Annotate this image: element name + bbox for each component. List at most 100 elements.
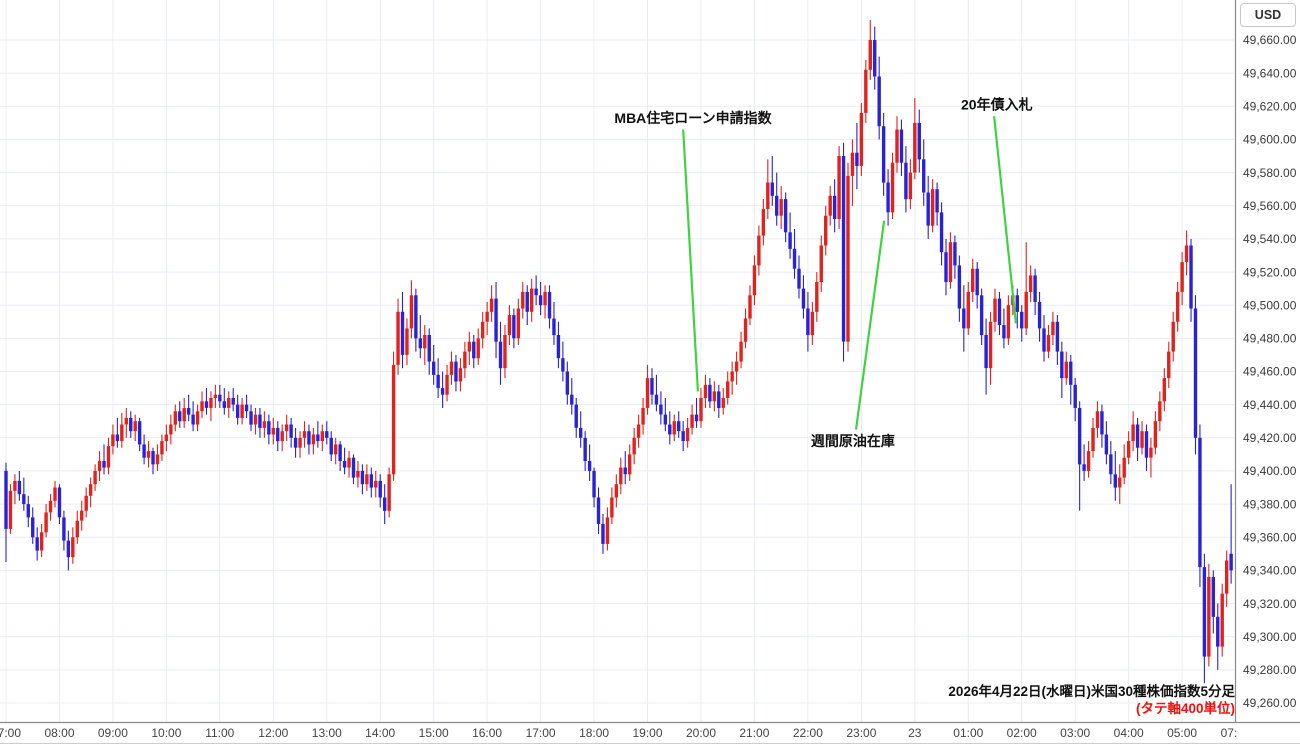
candle: [797, 255, 801, 299]
candle: [1109, 441, 1113, 485]
candle: [516, 298, 521, 345]
candle: [218, 384, 222, 408]
axis-unit-label: USD: [1254, 8, 1282, 22]
candle: [739, 331, 743, 369]
x-axis-label: 08:00: [44, 726, 74, 740]
candle: [1002, 308, 1006, 349]
candle: [347, 451, 351, 478]
candle: [899, 119, 904, 176]
candle: [1175, 282, 1180, 332]
candle: [178, 401, 182, 428]
annotation-text: 20年債入札: [961, 97, 1033, 113]
candle: [503, 325, 507, 379]
candle: [1037, 291, 1042, 342]
candle: [846, 162, 850, 352]
candle: [1104, 421, 1109, 465]
candle: [1100, 404, 1104, 448]
candle: [62, 510, 66, 551]
candle: [1028, 265, 1033, 302]
x-axis-label: 18:00: [579, 726, 609, 740]
candle: [632, 427, 636, 465]
candle: [423, 325, 427, 365]
candle: [792, 229, 797, 279]
x-axis-label: 07:00: [0, 726, 21, 740]
y-axis-label: 49,500.00: [1243, 298, 1297, 312]
candle: [610, 487, 614, 524]
candle: [944, 238, 948, 296]
candle: [160, 434, 164, 461]
candle: [775, 172, 779, 226]
candle: [276, 421, 280, 452]
candle: [378, 474, 382, 508]
candle: [325, 421, 329, 445]
candle: [677, 411, 681, 438]
candle: [623, 451, 627, 485]
candle: [4, 462, 8, 563]
candle: [1189, 238, 1193, 322]
y-axis-label: 49,540.00: [1243, 232, 1297, 246]
candle: [801, 275, 806, 319]
candle: [529, 278, 534, 322]
candle: [209, 391, 213, 422]
candle: [1198, 424, 1202, 587]
x-axis-label: 12:00: [258, 726, 288, 740]
candle: [694, 398, 699, 428]
x-axis-label: 22:00: [793, 726, 823, 740]
candle: [596, 487, 601, 534]
candle: [721, 388, 725, 415]
price-axis-unit-badge: USD: [1240, 3, 1296, 27]
candle: [1042, 315, 1046, 362]
candle: [342, 447, 347, 475]
x-axis-label: 23: [908, 726, 922, 740]
candle: [84, 487, 88, 518]
candle: [752, 255, 757, 306]
candle: [1024, 242, 1028, 335]
candle: [231, 388, 235, 412]
candle: [993, 288, 997, 332]
candle: [365, 464, 369, 491]
candle: [841, 142, 846, 362]
candle: [351, 454, 356, 485]
candle: [293, 427, 298, 458]
candle: [124, 408, 128, 438]
y-axis-label: 49,280.00: [1243, 663, 1297, 677]
candle: [151, 447, 155, 475]
candle: [1193, 295, 1198, 455]
candle: [480, 311, 485, 349]
candle: [690, 404, 694, 435]
candle: [1180, 252, 1184, 306]
candle: [22, 477, 26, 511]
candle: [111, 424, 115, 455]
candle: [222, 388, 226, 415]
candle: [338, 441, 342, 471]
candle: [57, 484, 62, 524]
candle: [195, 404, 200, 432]
candle: [1135, 417, 1140, 461]
candle: [997, 291, 1002, 335]
candle: [289, 417, 293, 448]
candle: [329, 431, 333, 461]
y-axis-label: 49,640.00: [1243, 66, 1297, 80]
y-axis-label: 49,260.00: [1243, 696, 1297, 710]
candle: [855, 122, 859, 190]
candle: [703, 374, 708, 408]
candle: [39, 524, 44, 558]
candle: [708, 378, 712, 408]
price-axis-labels: 49,660.00 49,640.00 49,620.00 49,600.00 49,5…: [1243, 33, 1297, 710]
candle: [1020, 305, 1024, 342]
candle: [374, 470, 378, 498]
x-axis-label: 19:00: [632, 726, 662, 740]
x-axis-label: 17:00: [526, 726, 556, 740]
x-axis-label: 07:00: [1221, 726, 1251, 740]
candle: [391, 351, 396, 481]
candle: [788, 212, 792, 259]
candle: [356, 461, 360, 488]
candle: [169, 414, 173, 445]
candle: [115, 417, 120, 448]
candle: [1055, 315, 1060, 365]
candle: [485, 301, 489, 335]
annotation-pointer-line: [993, 116, 1017, 324]
candle: [726, 371, 730, 405]
candle: [699, 388, 703, 428]
